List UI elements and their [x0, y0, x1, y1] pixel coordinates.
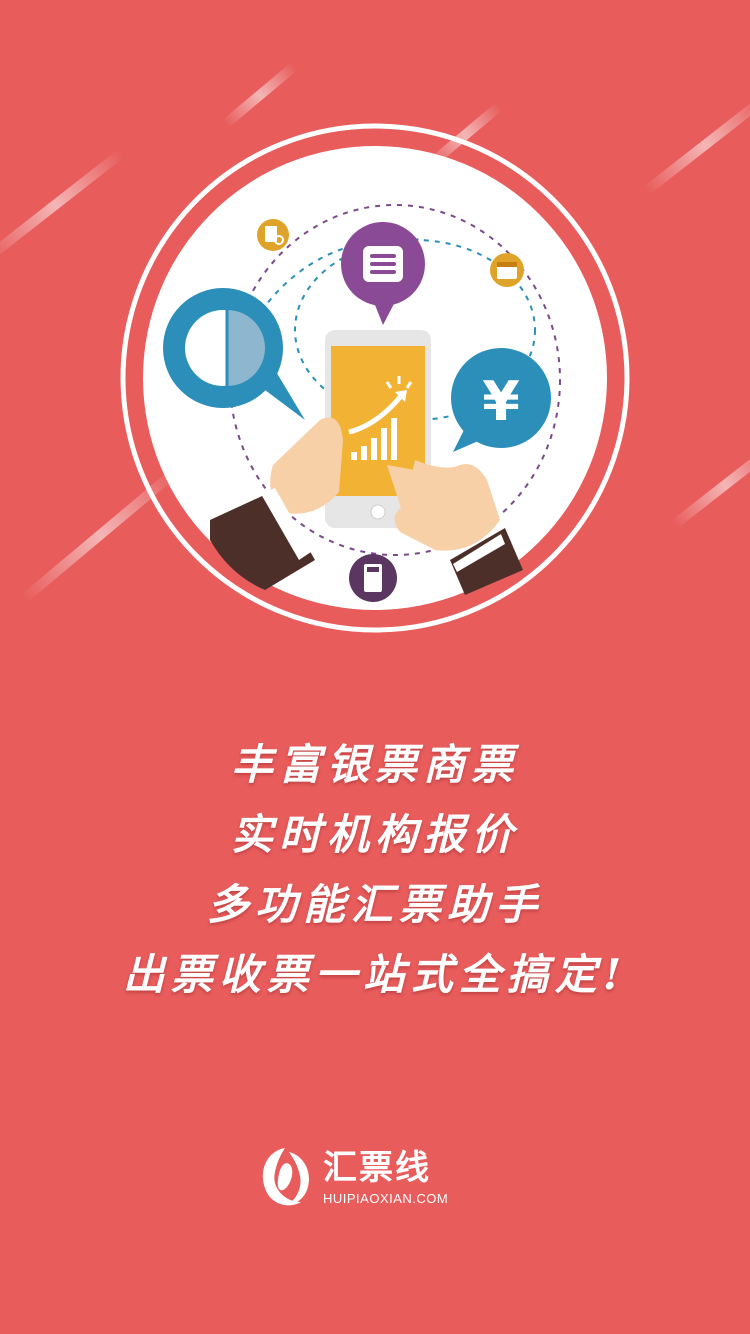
- hero-illustration: ¥: [120, 123, 630, 633]
- calculator-icon: [349, 554, 397, 602]
- hands-illustration: [210, 417, 523, 595]
- yen-symbol: ¥: [482, 370, 520, 433]
- slogan-line-2: 实时机构报价: [230, 810, 519, 859]
- slogan-line-3: 多功能汇票助手: [206, 880, 543, 929]
- brand-footer: 汇票线 HUIPIAOXIAN.COM: [255, 1142, 448, 1212]
- brand-url: HUIPIAOXIAN.COM: [323, 1190, 449, 1206]
- decor-streak: [0, 148, 126, 262]
- document-search-icon: [257, 219, 289, 251]
- decor-streak: [222, 62, 298, 128]
- slogan-line-1: 丰富银票商票: [230, 740, 519, 789]
- slogan-line-4: 出票收票一站式全搞定!: [122, 950, 628, 999]
- pie-chart-bubble-icon: [163, 288, 305, 420]
- yen-bubble-icon: ¥: [451, 348, 551, 452]
- calendar-icon: [490, 253, 524, 287]
- brand-name: 汇票线: [323, 1147, 431, 1188]
- message-bubble-icon: [341, 222, 425, 325]
- slogan-block: 丰富银票商票 实时机构报价 多功能汇票助手 出票收票一站式全搞定!: [0, 730, 750, 1010]
- decor-streak: [642, 94, 750, 196]
- brand-logo-icon: [262, 1148, 309, 1206]
- decor-streak: [670, 441, 750, 529]
